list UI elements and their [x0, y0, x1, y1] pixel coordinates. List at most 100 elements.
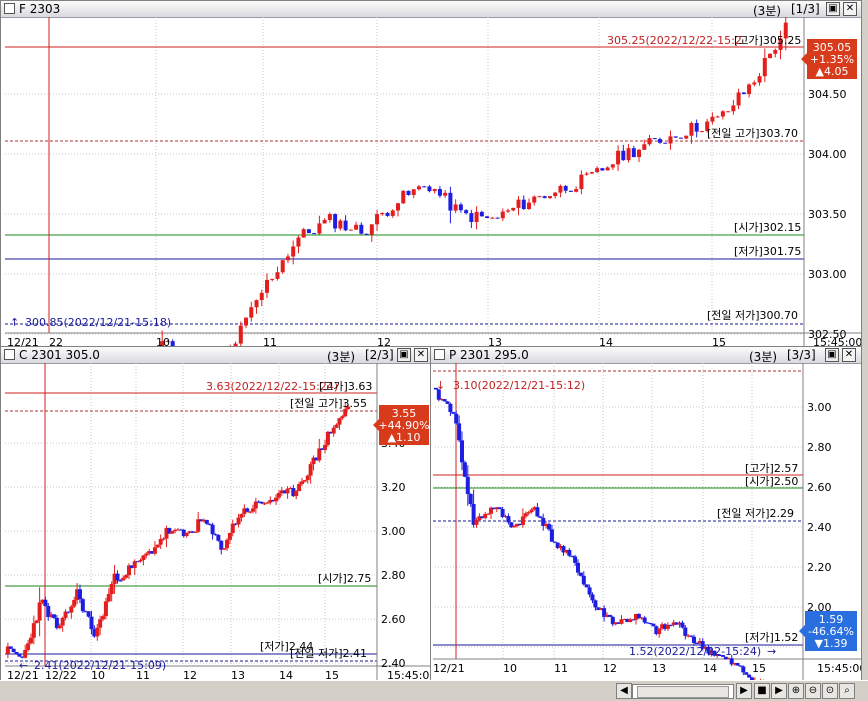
- candle: [742, 92, 746, 94]
- x-tick-label: 11: [554, 662, 568, 675]
- candle: [731, 105, 735, 111]
- close-icon[interactable]: ✕: [842, 348, 856, 362]
- candle: [454, 414, 458, 424]
- candle: [296, 238, 300, 247]
- candle: [275, 272, 279, 279]
- panel-c2301-reference-lines: [5, 363, 431, 681]
- candle: [669, 625, 673, 626]
- panel-f2303: F 2303 (3분) [1/3] ▣ ✕ 305.25(2022/12/22-…: [0, 0, 862, 348]
- panel-c2301-page: [2/3]: [365, 348, 394, 362]
- candle: [564, 186, 568, 191]
- candle: [627, 148, 631, 160]
- candle: [621, 151, 625, 160]
- candle: [758, 76, 762, 82]
- zoom-out-icon[interactable]: ⊖: [805, 683, 821, 699]
- panel-p2301-titlebar[interactable]: P 2301 295.0 (3분) [3/3] ▣ ✕: [431, 347, 861, 364]
- candle: [139, 560, 143, 561]
- candle: [260, 502, 264, 504]
- stop-icon[interactable]: ■: [754, 683, 770, 699]
- candle: [286, 257, 290, 261]
- candle: [490, 218, 494, 219]
- horizontal-scrollbar[interactable]: [632, 684, 734, 699]
- scroll-thumb[interactable]: [637, 686, 729, 698]
- candle: [95, 628, 99, 637]
- candle: [684, 136, 688, 139]
- candle: [354, 225, 358, 230]
- candle: [496, 218, 500, 219]
- candle: [611, 164, 615, 167]
- panel-p2301-checkbox[interactable]: [434, 349, 445, 360]
- candle: [349, 230, 353, 231]
- candle: [136, 561, 140, 562]
- scroll-right-icon[interactable]: ▶: [736, 683, 752, 699]
- candle: [23, 650, 27, 658]
- candle: [225, 540, 229, 548]
- close-icon[interactable]: ✕: [414, 348, 428, 362]
- panel-p2301: P 2301 295.0 (3분) [3/3] ▣ ✕ 3.10(2022/12…: [430, 346, 862, 682]
- candle: [337, 418, 341, 425]
- candle: [323, 220, 327, 223]
- y-tick-label: 2.60: [807, 481, 832, 494]
- candle: [657, 628, 661, 634]
- restore-icon[interactable]: ▣: [397, 348, 411, 362]
- candle: [683, 628, 687, 636]
- candle: [648, 138, 652, 144]
- panel-f2303-titlebar[interactable]: F 2303 (3분) [1/3] ▣ ✕: [1, 1, 861, 18]
- candle: [193, 532, 197, 533]
- panel-f2303-checkbox[interactable]: [4, 3, 15, 14]
- candle: [608, 615, 612, 617]
- panel-p2301-labels: 3.10(2022/12/21-15:12) ↓ [고가]2.57 [시가]2.…: [436, 379, 798, 658]
- candle: [249, 307, 253, 317]
- candle: [574, 189, 578, 192]
- panel-c2301-candles: [6, 402, 350, 658]
- candle: [585, 174, 589, 175]
- play-icon[interactable]: ▶: [771, 683, 787, 699]
- candle: [412, 189, 416, 195]
- candle: [332, 428, 336, 434]
- search-icon[interactable]: ⌕: [839, 683, 855, 699]
- candle: [239, 514, 243, 518]
- candle: [401, 191, 405, 203]
- close-icon[interactable]: ✕: [843, 2, 857, 16]
- candle: [328, 214, 332, 220]
- panel-c2301-checkbox[interactable]: [4, 349, 15, 360]
- candle: [265, 280, 269, 293]
- candle: [653, 138, 657, 139]
- candle: [579, 573, 583, 576]
- y-tick-label: 2.60: [381, 613, 406, 626]
- candle: [344, 221, 348, 231]
- candle: [274, 498, 278, 502]
- candle: [689, 636, 693, 637]
- candle: [558, 186, 562, 193]
- candle: [208, 524, 212, 525]
- candle: [632, 148, 636, 157]
- candle: [300, 482, 304, 485]
- candle: [527, 203, 531, 209]
- candle: [294, 491, 298, 496]
- candle: [606, 167, 610, 170]
- candle: [454, 204, 458, 210]
- zoom-reset-icon[interactable]: ⊙: [822, 683, 838, 699]
- y-tick-label: 304.50: [808, 88, 847, 101]
- candle: [668, 136, 672, 143]
- panel-f2303-price-badge: 305.05 +1.35% ▲4.05: [801, 39, 857, 79]
- scroll-left-icon[interactable]: ◀: [616, 683, 632, 699]
- candle: [443, 399, 447, 401]
- restore-icon[interactable]: ▣: [825, 348, 839, 362]
- candle: [277, 493, 281, 498]
- panel-c2301-titlebar[interactable]: C 2301 305.0 (3분) [2/3] ▣ ✕: [1, 347, 431, 364]
- candle: [406, 191, 410, 195]
- candle: [501, 509, 505, 517]
- panel-f2303-reference-lines: [5, 17, 861, 347]
- panel-c2301: C 2301 305.0 (3분) [2/3] ▣ ✕ 3.63(2022/12…: [0, 346, 432, 682]
- x-tick-label: 14: [703, 662, 717, 675]
- panel-f2303-high-text: 305.25(2022/12/22-15:2: [607, 34, 742, 47]
- candle: [323, 445, 327, 450]
- candle: [52, 614, 56, 617]
- candle: [680, 623, 684, 628]
- panel-f2303-open-label: [시가]302.15: [734, 221, 801, 234]
- candle: [281, 260, 285, 272]
- restore-icon[interactable]: ▣: [826, 2, 840, 16]
- zoom-in-icon[interactable]: ⊕: [788, 683, 804, 699]
- candle: [326, 432, 330, 445]
